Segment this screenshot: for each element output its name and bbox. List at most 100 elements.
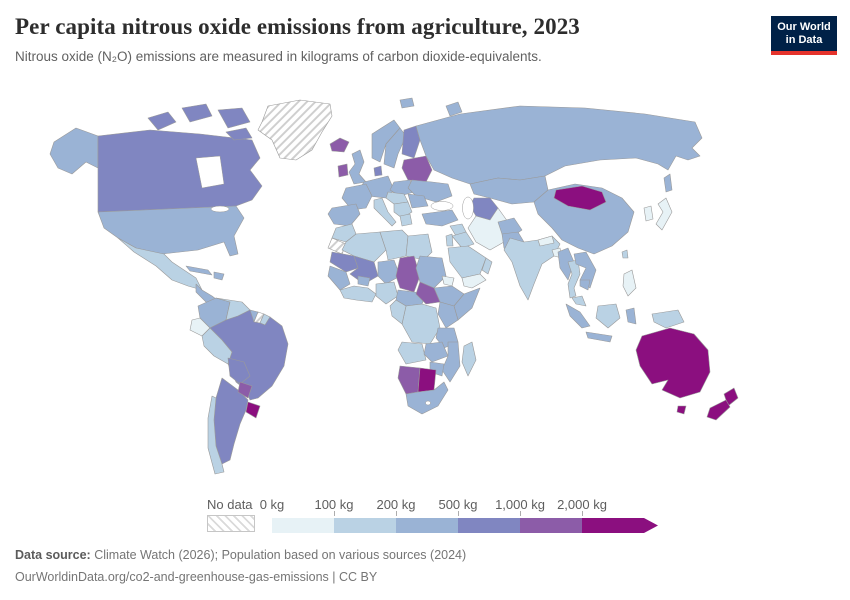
map-region-congo-gabon[interactable] [389,299,407,325]
map-region-new-guinea[interactable] [651,309,685,329]
map-region-taiwan[interactable] [621,249,629,259]
map-region-thailand[interactable] [567,259,581,299]
map-region-mauritania[interactable] [329,251,359,273]
map-region-oman[interactable] [481,257,493,275]
map-region-tasmania[interactable] [676,405,687,415]
map-region-france[interactable] [341,183,373,211]
map-region-uruguay[interactable] [245,401,261,419]
owid-logo-line1: Our World [777,21,831,33]
map-region-sweden[interactable] [383,127,407,169]
legend-tick-label: 100 kg [314,497,354,512]
map-region-cambodia[interactable] [579,279,591,291]
footer-link-line[interactable]: OurWorldinData.org/co2-and-greenhouse-ga… [15,570,378,584]
map-region-zambia[interactable] [423,341,449,363]
legend-swatch-3[interactable] [458,518,520,533]
map-region-korea[interactable] [643,205,654,222]
map-region-ireland[interactable] [337,163,349,178]
map-region-greece[interactable] [399,213,413,227]
map-region-china[interactable] [533,183,635,255]
map-region-burkina-faso[interactable] [357,275,371,287]
map-region-chad[interactable] [395,255,421,293]
map-region-denmark[interactable] [373,165,383,177]
map-region-uganda-kenya[interactable] [437,301,459,329]
map-region-nepal[interactable] [537,235,555,247]
legend-swatch-2[interactable] [396,518,458,533]
map-region-alaska[interactable] [49,127,99,175]
legend-no-data-swatch[interactable] [207,515,255,532]
map-region-baltics-belarus[interactable] [401,155,433,183]
map-region-paraguay[interactable] [237,381,253,399]
map-region-iraq[interactable] [451,231,475,249]
map-region-niger[interactable] [377,259,401,285]
owid-logo[interactable]: Our World in Data [771,16,837,55]
map-region-nigeria[interactable] [375,281,399,305]
map-region-bolivia[interactable] [227,357,251,385]
map-region-mongolia[interactable] [553,185,607,211]
map-region-canada-islands[interactable] [225,127,253,141]
map-region-russia-islands[interactable] [399,97,415,109]
map-region-romania[interactable] [407,193,429,209]
legend-tick-label: 500 kg [438,497,478,512]
map-region-finland[interactable] [401,125,421,159]
map-region-italy[interactable] [373,197,397,227]
map-region-eritrea[interactable] [441,275,455,287]
legend-swatch-5[interactable] [582,518,658,533]
map-region-egypt[interactable] [405,233,433,261]
map-region-chile[interactable] [207,395,225,475]
owid-logo-line2: in Data [785,34,823,46]
map-region-cuba[interactable] [185,265,213,276]
map-region-botswana[interactable] [417,367,437,393]
legend-swatch-4[interactable] [520,518,582,533]
map-region-yemen[interactable] [461,273,487,289]
map-region-uk[interactable] [348,149,367,185]
map-region-java[interactable] [585,331,613,343]
map-region-drc[interactable] [401,303,441,345]
legend-tick-label: 2,000 kg [557,497,607,512]
map-region-saudi-arabia[interactable] [447,245,487,279]
map-region-algeria[interactable] [341,231,387,263]
map-region-japan[interactable] [655,197,673,231]
legend-no-data[interactable]: No data [207,497,255,532]
map-region-nz-south[interactable] [706,399,731,421]
map-region-sulawesi[interactable] [625,307,637,325]
map-region-canada-islands[interactable] [217,107,251,129]
map-region-libya[interactable] [379,229,409,261]
map-region-canada-islands[interactable] [181,103,213,123]
map-region-poland[interactable] [389,179,415,197]
map-region-south-sudan[interactable] [415,281,441,305]
legend-tick-mark [396,511,397,516]
map-region-india[interactable] [503,235,561,301]
map-region-iceland[interactable] [329,137,350,153]
map-region-hispaniola[interactable] [213,271,225,281]
map-region-south-africa[interactable] [405,381,449,415]
map-region-madagascar[interactable] [461,341,477,377]
legend-no-data-label: No data [207,497,253,512]
map-region-senegal-guinea[interactable] [327,265,351,291]
legend-swatch-1[interactable] [334,518,396,533]
map-region-israel-jordan[interactable] [445,233,454,247]
map-region-philippines[interactable] [622,269,637,297]
map-region-greenland[interactable] [257,99,333,161]
legend-swatch-0[interactable] [272,518,334,533]
legend-tick-label: 1,000 kg [495,497,545,512]
map-region-guinea-coast[interactable] [339,285,377,303]
map-region-turkey[interactable] [421,209,459,227]
map-region-somalia[interactable] [453,287,481,321]
map-region-sakhalin[interactable] [663,173,673,193]
legend-bar [272,518,658,533]
map-region-russia[interactable] [415,105,703,185]
map-region-russia-islands[interactable] [445,101,463,117]
map-region-peru[interactable] [201,327,233,365]
map-region-mozambique[interactable] [441,341,461,383]
map-region-borneo[interactable] [595,303,621,329]
map-region-usa[interactable] [97,205,245,257]
map-region-australia[interactable] [635,327,711,399]
map-region-malaysia[interactable] [571,295,587,307]
map-region-canada-islands[interactable] [147,111,177,131]
black-sea [430,201,454,211]
map-region-sumatra[interactable] [565,303,591,329]
map-region-namibia[interactable] [397,365,421,395]
map-region-iberia[interactable] [327,203,361,227]
map-region-angola[interactable] [397,341,427,365]
map-region-canada[interactable] [97,129,263,213]
